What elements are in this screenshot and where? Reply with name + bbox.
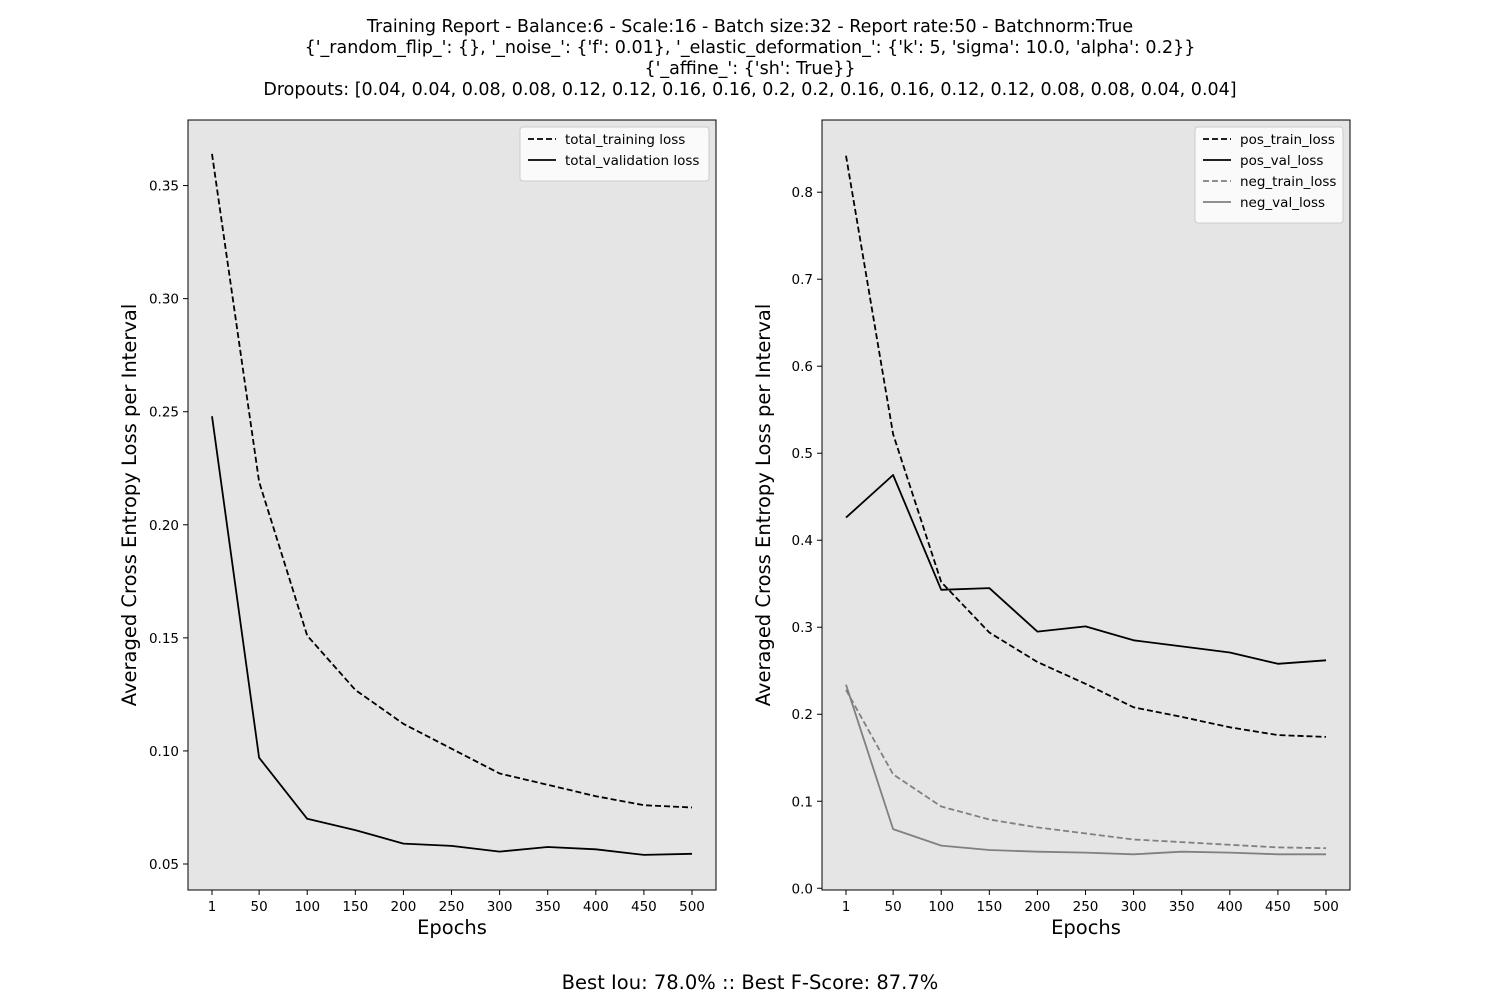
legend: total_training loss total_validation loss (519, 126, 710, 182)
title-line-3: {'_affine_': {'sh': True}} (644, 59, 856, 79)
x-tick-label: 400 (583, 899, 609, 915)
x-tick-label: 450 (631, 899, 657, 915)
y-tick-label: 0.5 (792, 446, 813, 462)
x-tick-label: 100 (294, 899, 320, 915)
chart-title: Training Report - Balance:6 - Scale:16 -… (0, 17, 1500, 101)
series-line-total-validation-loss (211, 416, 693, 856)
x-axis-label: Epochs (1051, 916, 1121, 939)
y-tick-label: 0.25 (149, 405, 179, 421)
y-tick-label: 0.10 (149, 744, 179, 760)
x-tick-label: 350 (1169, 899, 1195, 915)
plot-area (187, 119, 717, 891)
x-tick-label: 50 (885, 899, 902, 915)
y-tick-label: 0.1 (792, 794, 813, 810)
series-line-total-training-loss (211, 153, 693, 809)
x-tick-label: 500 (679, 899, 705, 915)
x-tick-label: 200 (1025, 899, 1051, 915)
y-axis-label: Averaged Cross Entropy Loss per Interval (752, 304, 775, 707)
x-tick-label: 250 (1073, 899, 1099, 915)
y-tick-label: 0.8 (792, 185, 813, 201)
y-tick-label: 0.6 (792, 359, 813, 375)
series-line-pos-train-loss (845, 155, 1327, 738)
x-tick-label: 350 (535, 899, 561, 915)
y-tick-label: 0.7 (792, 272, 813, 288)
legend: pos_train_loss pos_val_loss neg_train_loss… (1194, 126, 1344, 224)
y-tick-label: 0.15 (149, 631, 179, 647)
series-line-neg-val-loss (845, 684, 1326, 856)
legend-entry: neg_train_loss (1240, 174, 1336, 190)
title-line-4: Dropouts: [0.04, 0.04, 0.08, 0.08, 0.12,… (263, 80, 1237, 100)
plot-area (821, 119, 1351, 891)
y-axis-label: Averaged Cross Entropy Loss per Interval (118, 304, 141, 707)
series-line-neg-train-loss (845, 689, 1327, 850)
chart-panel-1: 1 50 100 150 200 250 300 350 400 450 5000.050.100.… (118, 119, 717, 939)
legend-entry: pos_val_loss (1240, 153, 1323, 169)
x-tick-label: 50 (251, 899, 268, 915)
y-tick-label: 0.3 (792, 620, 813, 636)
x-tick-label: 400 (1217, 899, 1243, 915)
x-tick-label: 250 (439, 899, 465, 915)
best-scores-footer: Best Iou: 78.0% :: Best F-Score: 87.7% (561, 971, 939, 994)
legend-entry: total_validation loss (565, 153, 699, 169)
legend-entry: neg_val_loss (1240, 195, 1325, 211)
x-tick-label: 300 (1121, 899, 1147, 915)
y-tick-label: 0.05 (149, 857, 179, 873)
chart-panel-2: 1 50 100 150 200 250 300 350 400 450 5000.00.10.20… (752, 119, 1351, 939)
x-tick-label: 100 (928, 899, 954, 915)
legend-box (1194, 126, 1344, 224)
legend-entry: total_training loss (565, 132, 685, 148)
y-tick-label: 0.0 (792, 881, 813, 897)
series-line-pos-val-loss (845, 474, 1327, 665)
x-tick-label: 1 (208, 899, 217, 915)
legend-box (519, 126, 710, 182)
y-tick-label: 0.35 (149, 179, 179, 195)
y-tick-label: 0.2 (792, 707, 813, 723)
title-line-2: {'_random_flip_': {}, '_noise_': {'f': 0… (304, 38, 1196, 58)
x-tick-label: 300 (487, 899, 513, 915)
title-line-1: Training Report - Balance:6 - Scale:16 -… (366, 17, 1134, 37)
x-tick-label: 450 (1265, 899, 1291, 915)
x-tick-label: 200 (391, 899, 417, 915)
x-tick-label: 150 (976, 899, 1002, 915)
x-axis-label: Epochs (417, 916, 487, 939)
x-tick-label: 1 (842, 899, 851, 915)
legend-entry: pos_train_loss (1240, 132, 1335, 148)
y-tick-label: 0.4 (792, 533, 813, 549)
x-tick-label: 500 (1313, 899, 1339, 915)
y-tick-label: 0.30 (149, 292, 179, 308)
y-tick-label: 0.20 (149, 518, 179, 534)
x-tick-label: 150 (342, 899, 368, 915)
